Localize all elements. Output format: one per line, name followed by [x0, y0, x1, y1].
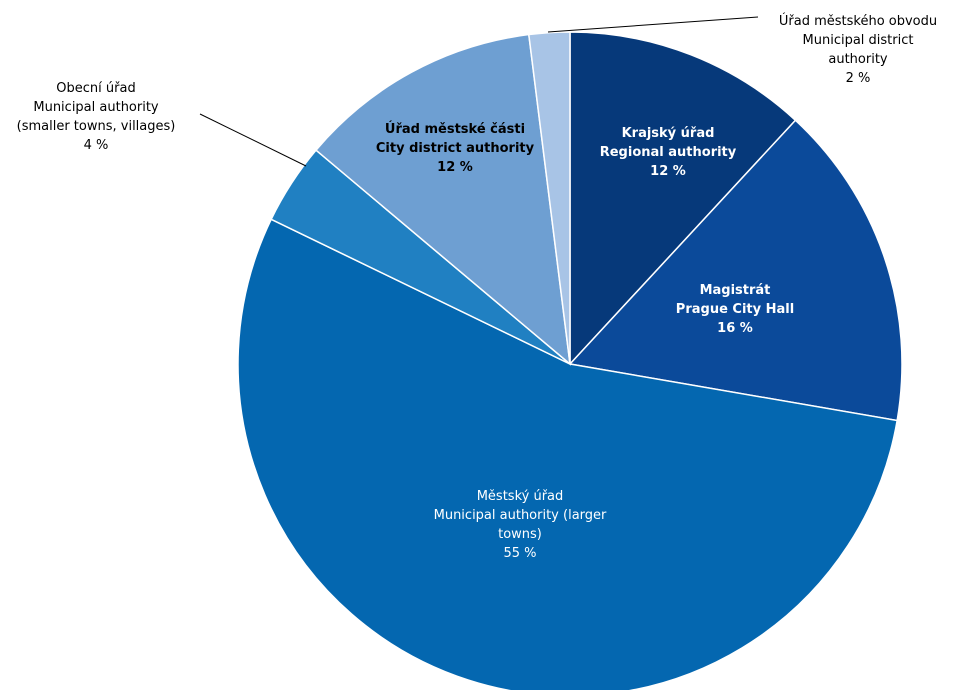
slice-label: Magistrát Prague City Hall 16 %	[676, 283, 794, 336]
pie-slice	[569, 31, 797, 366]
slice-label: Úřad městského obvodu Municipal district a…	[779, 13, 937, 86]
leader-line	[199, 113, 307, 167]
slice-label: Obecní úřad Municipal authority (smaller t…	[17, 81, 176, 153]
pie-slice	[314, 33, 571, 366]
leader-line	[547, 16, 759, 33]
pie-slice	[237, 218, 899, 690]
slice-label: Úřad městské části City district authorit…	[376, 121, 535, 175]
pie-slice	[527, 31, 571, 365]
pie-slice	[568, 119, 903, 422]
slice-label: Městský úřad Municipal authority (larger t…	[434, 489, 607, 561]
slice-label: Krajský úřad Regional authority 12 %	[600, 126, 737, 179]
